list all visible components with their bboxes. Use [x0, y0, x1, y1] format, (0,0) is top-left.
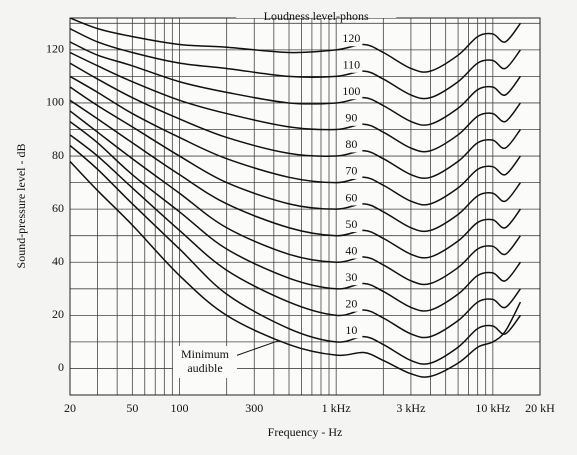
series-label: Minimum audible: [181, 347, 230, 375]
loudness-curve: [70, 99, 522, 259]
y-axis-label: Sound-pressure level - dB: [14, 144, 28, 269]
loudness-curve: [70, 75, 522, 206]
x-tick-label: 20 kH: [525, 401, 555, 415]
loudness-curve: [70, 41, 522, 126]
x-tick-label: 1 kHz: [322, 401, 351, 415]
label-background: [340, 138, 363, 153]
label-background: [340, 324, 363, 339]
series-label: 70: [345, 164, 357, 178]
label-background: [340, 271, 363, 286]
label-background: [340, 191, 363, 206]
loudness-curve: [70, 62, 522, 179]
x-tick-label: 3 kHz: [396, 401, 425, 415]
loudness-curve: [70, 134, 522, 339]
label-background: [340, 32, 363, 47]
y-tick-label: 80: [52, 148, 64, 162]
leader-line: [234, 340, 280, 357]
y-tick-label: 20: [52, 307, 64, 321]
x-tick-label: 10 kHz: [475, 401, 510, 415]
loudness-curve: [70, 144, 522, 365]
series-label: 50: [345, 217, 357, 231]
y-tick-label: 60: [52, 201, 64, 215]
label-background: [340, 85, 363, 100]
loudness-curve: [70, 51, 522, 153]
y-tick-label: 100: [46, 95, 64, 109]
series-label: 60: [345, 190, 357, 204]
x-tick-label: 20: [64, 401, 76, 415]
label-background: [340, 218, 363, 233]
loudness-curve: [70, 120, 522, 312]
label-background: [340, 111, 363, 126]
legend-title: Loudness level-phons: [264, 9, 369, 23]
x-tick-label: 50: [126, 401, 138, 415]
y-tick-label: 0: [58, 360, 64, 374]
series-label: 30: [345, 270, 357, 284]
series-label: 80: [345, 137, 357, 151]
loudness-curve: [70, 27, 522, 100]
loudness-curve: [70, 18, 522, 73]
label-background: [340, 297, 363, 312]
series-label: 10: [345, 323, 357, 337]
series-label: 20: [345, 296, 357, 310]
y-tick-label: 120: [46, 42, 64, 56]
label-background: [340, 164, 363, 179]
series-label: 120: [342, 31, 360, 45]
x-axis-label: Frequency - Hz: [268, 425, 343, 439]
label-background: [173, 346, 237, 378]
legend-title-background: [236, 2, 397, 18]
x-tick-label: 100: [171, 401, 189, 415]
series-label: 100: [342, 84, 360, 98]
loudness-curve: [70, 160, 522, 378]
series-label: 40: [345, 243, 357, 257]
x-tick-label: 300: [245, 401, 263, 415]
y-tick-label: 40: [52, 254, 64, 268]
series-label: 110: [343, 58, 361, 72]
loudness-curve: [70, 110, 522, 286]
loudness-curve: [70, 86, 522, 233]
label-background: [340, 58, 363, 73]
label-background: [340, 244, 363, 259]
series-label: 90: [345, 111, 357, 125]
